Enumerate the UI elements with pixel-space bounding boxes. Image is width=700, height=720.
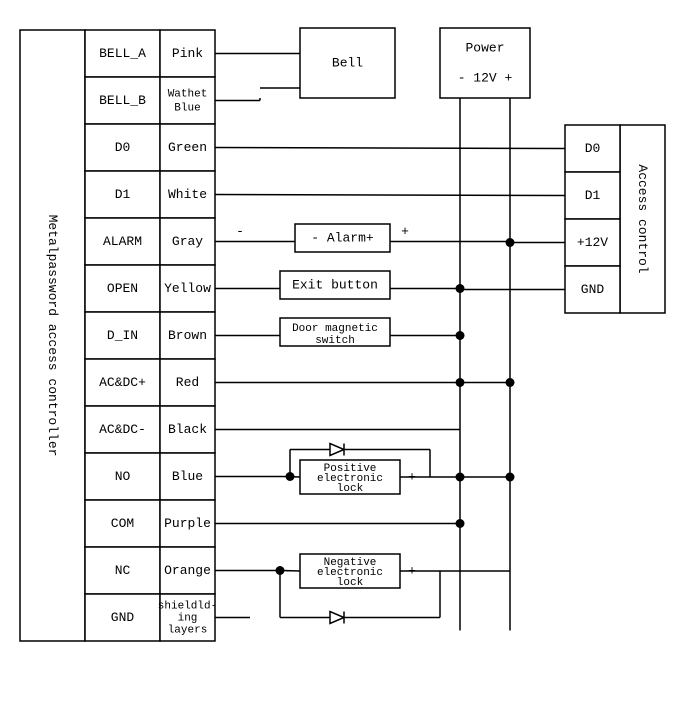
label: + [401,224,409,239]
label: OPEN [107,281,138,296]
label: Green [168,140,207,155]
label: Yellow [164,281,211,296]
label: Gray [172,234,203,249]
label: - Alarm+ [311,230,374,245]
label: BELL_A [99,46,146,61]
label: D0 [115,140,131,155]
label: D_IN [107,328,138,343]
label: GND [111,610,135,625]
label: NC [115,563,131,578]
label: +12V [577,235,608,250]
label: White [168,187,207,202]
label: ing [178,612,198,624]
label: Red [176,375,199,390]
label: Power [465,40,504,55]
label: Pink [172,46,203,61]
label: - 12V + [458,70,513,85]
label: Purple [164,516,211,531]
label: NO [115,469,131,484]
wire [282,571,300,572]
junction [456,378,465,387]
label: D1 [585,188,601,203]
label: - [236,224,244,239]
label: Bell [332,55,363,70]
power-box [440,28,530,98]
label: BELL_B [99,93,146,108]
label: Exit button [292,277,378,292]
label: Door magnetic [292,323,378,335]
label: COM [111,516,134,531]
label: D1 [115,187,131,202]
label: shieldld- [158,600,217,612]
label: ALARM [103,234,142,249]
junction [456,331,465,340]
label: lock [337,577,364,589]
junction [286,472,295,481]
label: AC&DC+ [99,375,146,390]
color-BELL_B [160,77,215,124]
controller-label: Metalpassword access controller [45,215,60,457]
junction [506,238,515,247]
wire [215,195,565,196]
junction [456,519,465,528]
access-label: Access control [635,164,650,273]
label: Blue [174,102,200,114]
label: Black [168,422,207,437]
label: D0 [585,141,601,156]
junction [506,473,515,482]
label: AC&DC- [99,422,146,437]
junction [456,284,465,293]
label: Blue [172,469,203,484]
label: GND [581,282,605,297]
wire [215,148,565,149]
junction [506,378,515,387]
label: Orange [164,563,211,578]
label: Brown [168,328,207,343]
label: lock [337,483,364,495]
diode [330,612,344,624]
label: layers [168,624,208,636]
label: switch [315,335,355,347]
diode [330,444,344,456]
label: Wathet [168,88,208,100]
